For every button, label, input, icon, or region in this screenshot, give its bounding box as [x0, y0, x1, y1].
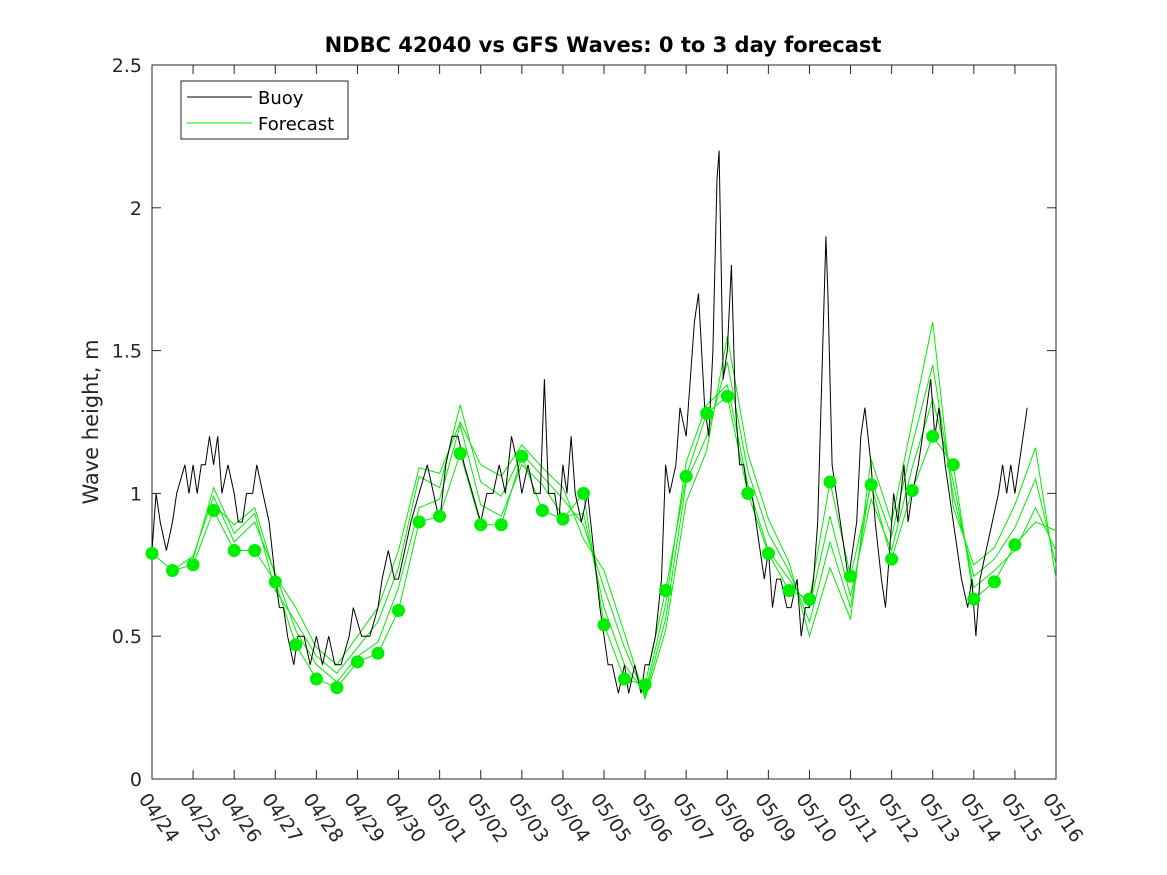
forecast-marker — [412, 515, 426, 529]
forecast-marker — [227, 544, 241, 557]
forecast-lines — [151, 321, 1057, 701]
forecast-marker — [515, 449, 529, 463]
forecast-marker — [309, 672, 323, 686]
forecast-marker — [577, 486, 590, 500]
chart-title: NDBC 42040 vs GFS Waves: 0 to 3 day fore… — [325, 33, 882, 57]
y-tick-label: 2 — [130, 198, 142, 220]
forecast-marker — [967, 592, 981, 606]
legend: Buoy Forecast — [180, 80, 349, 140]
forecast-marker — [186, 558, 200, 572]
forecast-marker — [371, 646, 385, 660]
forecast-marker — [474, 518, 488, 532]
axes-box — [151, 64, 1057, 780]
forecast-marker — [638, 678, 652, 692]
y-tick-label: 1 — [130, 483, 142, 505]
forecast-marker — [392, 604, 405, 617]
forecast-marker — [987, 575, 1001, 589]
y-tick-label: 2.5 — [112, 55, 142, 77]
forecast-marker — [207, 504, 221, 517]
forecast-marker — [597, 618, 611, 632]
y-tick-label: 1.5 — [112, 341, 142, 363]
y-tick-label: 0 — [130, 769, 142, 791]
forecast-marker — [659, 584, 673, 597]
y-axis-label: Wave height, m — [79, 339, 103, 504]
forecast-marker — [823, 475, 837, 489]
plot-area — [145, 64, 1057, 780]
buoy-series-line — [151, 150, 1028, 694]
y-tick-label: 0.5 — [112, 626, 142, 648]
forecast-marker — [905, 484, 919, 497]
forecast-marker — [556, 512, 570, 526]
forecast-marker — [864, 478, 878, 492]
forecast-marker — [268, 575, 282, 589]
forecast-marker — [720, 389, 734, 403]
y-axis: 0 0.5 1 1.5 2 2.5 — [112, 55, 1056, 791]
forecast-marker — [700, 406, 714, 420]
forecast-line — [192, 361, 1057, 698]
forecast-marker — [741, 486, 755, 500]
forecast-marker — [166, 564, 179, 577]
forecast-marker — [782, 584, 796, 597]
legend-label-forecast: Forecast — [258, 114, 334, 135]
forecast-marker — [330, 681, 344, 695]
forecast-marker — [433, 509, 447, 523]
forecast-marker — [1008, 538, 1022, 552]
forecast-marker — [289, 638, 303, 652]
forecast-marker — [844, 569, 857, 583]
forecast-marker — [248, 544, 262, 557]
legend-label-buoy: Buoy — [258, 88, 304, 109]
forecast-marker — [885, 552, 899, 566]
forecast-marker — [351, 655, 364, 669]
forecast-line — [172, 383, 1057, 695]
forecast-marker — [761, 546, 775, 560]
forecast-marker — [494, 518, 508, 532]
legend-box — [180, 80, 349, 140]
forecast-marker — [926, 429, 940, 443]
forecast-marker — [453, 446, 467, 460]
forecast-marker — [679, 469, 693, 483]
buoy-line — [151, 150, 1028, 694]
forecast-markers — [145, 389, 1022, 695]
forecast-marker — [145, 546, 159, 560]
forecast-marker — [535, 504, 549, 517]
forecast-marker — [946, 458, 960, 472]
forecast-marker — [618, 672, 631, 686]
forecast-marker — [803, 592, 816, 606]
